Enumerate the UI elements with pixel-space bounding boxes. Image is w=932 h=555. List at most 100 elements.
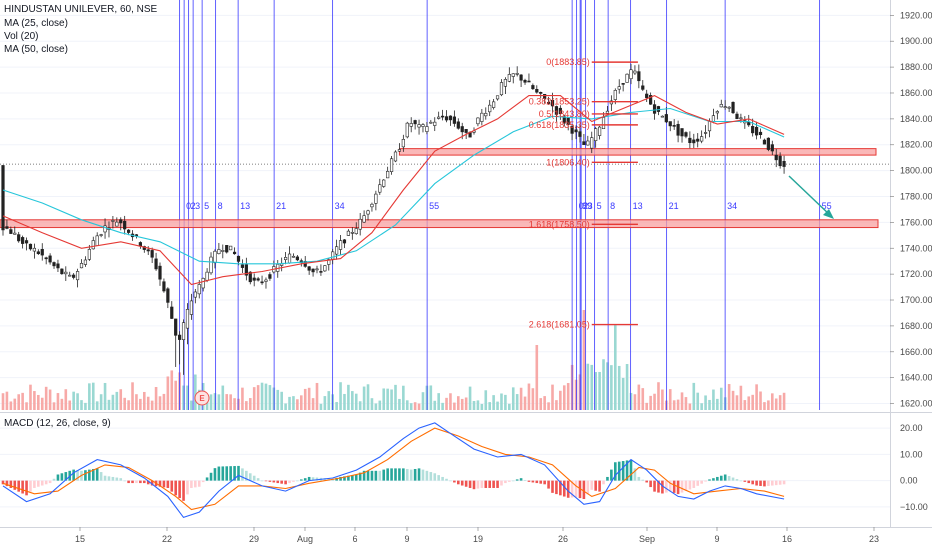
candle [36,249,40,255]
candle-body [649,95,653,105]
candle [617,79,621,94]
volume-bar [515,394,519,410]
horizontal-zones [0,148,879,229]
macd-histogram-bar [500,480,503,486]
candle [401,134,405,152]
candle-body [193,291,197,298]
candle [629,63,633,85]
candle-body [252,277,256,281]
candle [476,117,480,127]
volume-bar [154,386,158,410]
candle-body [429,121,433,124]
candle [189,293,194,320]
candle [366,209,370,221]
candle [389,155,394,175]
candle-body [115,221,119,227]
price-axis-label: 1620.00 [900,399,932,409]
candle [676,120,680,143]
candle [150,247,154,264]
candle [405,121,409,139]
candle [5,219,9,230]
candle [597,125,602,140]
volume-bar [162,393,166,410]
candle-body [111,220,115,222]
volume-bar [402,385,405,410]
volume-bar [535,345,539,410]
time-fib-label: 21 [669,201,679,211]
volume-bar [52,402,56,410]
macd-histogram-bar [162,480,166,488]
macd-histogram-bar [280,480,283,484]
macd-axis: 20.00 10.00 0.00 −10.00 [900,423,928,512]
macd-histogram-bar [543,480,546,485]
volume-bar [727,384,731,410]
volume-bar [457,396,460,410]
macd-histogram-bar [382,469,386,481]
macd-histogram-bar [25,480,28,496]
macd-histogram-bar [429,472,433,481]
candle [378,178,382,195]
candle [386,166,390,179]
candle-body [21,237,25,244]
candle-body [335,246,339,255]
candle [429,119,433,124]
macd-histogram-bar [460,480,464,486]
candle-body [558,107,562,115]
macd-histogram-bar [37,480,40,487]
candle-body [437,116,441,119]
macd-histogram-bar [213,468,217,481]
price-axis-label: 1820.00 [900,140,932,150]
candle [719,99,723,108]
candle [17,231,21,243]
candle-body [232,251,237,255]
volume-bar [735,395,739,410]
volume-bar [158,396,162,410]
candle-body [539,92,543,94]
candle-body [158,265,162,280]
macd-histogram-bar [123,480,126,482]
macd-histogram-bar [260,480,264,482]
candle-body [621,83,625,85]
volume-bar [712,389,715,410]
candle-body [221,250,225,252]
volume-bar [519,387,523,410]
candle [586,135,590,146]
macd-histogram-bar [535,480,539,484]
volume-bar [649,395,652,410]
candle-body [75,271,80,281]
volume-bar [468,386,472,410]
volume-bar [213,393,217,410]
volume-bar [606,362,609,410]
macd-histogram-bar [292,480,295,482]
volume-bar [264,383,268,410]
candle-body [688,137,692,144]
volume-bar [315,382,319,410]
time-fib-label: 34 [335,201,345,211]
macd-histogram-bar [339,476,342,481]
candle [774,149,778,168]
volume-bar [645,402,648,410]
candle-body [590,137,594,149]
macd-histogram-bar [515,479,519,481]
volume-bar [633,394,637,410]
candle-body [389,158,394,172]
candle-body [495,95,500,100]
candle-body [60,268,64,275]
volume-bar [296,399,299,410]
candle-body [421,124,425,127]
volume-bar [327,391,331,410]
volume-bar [245,401,248,410]
candle-body [692,139,696,144]
volume-bar [72,391,75,410]
volume-bar [103,382,107,410]
volume-bar [170,370,174,410]
candle-body [499,82,504,96]
candle [295,255,299,262]
candle [770,140,774,156]
candle [291,253,296,258]
macd-histogram-bar [649,480,652,488]
candle [452,110,456,127]
time-fib-lines: 0235813213455890235813213455 [179,0,832,410]
macd-histogram-bar [421,469,425,481]
macd-histogram-bar [95,468,99,481]
